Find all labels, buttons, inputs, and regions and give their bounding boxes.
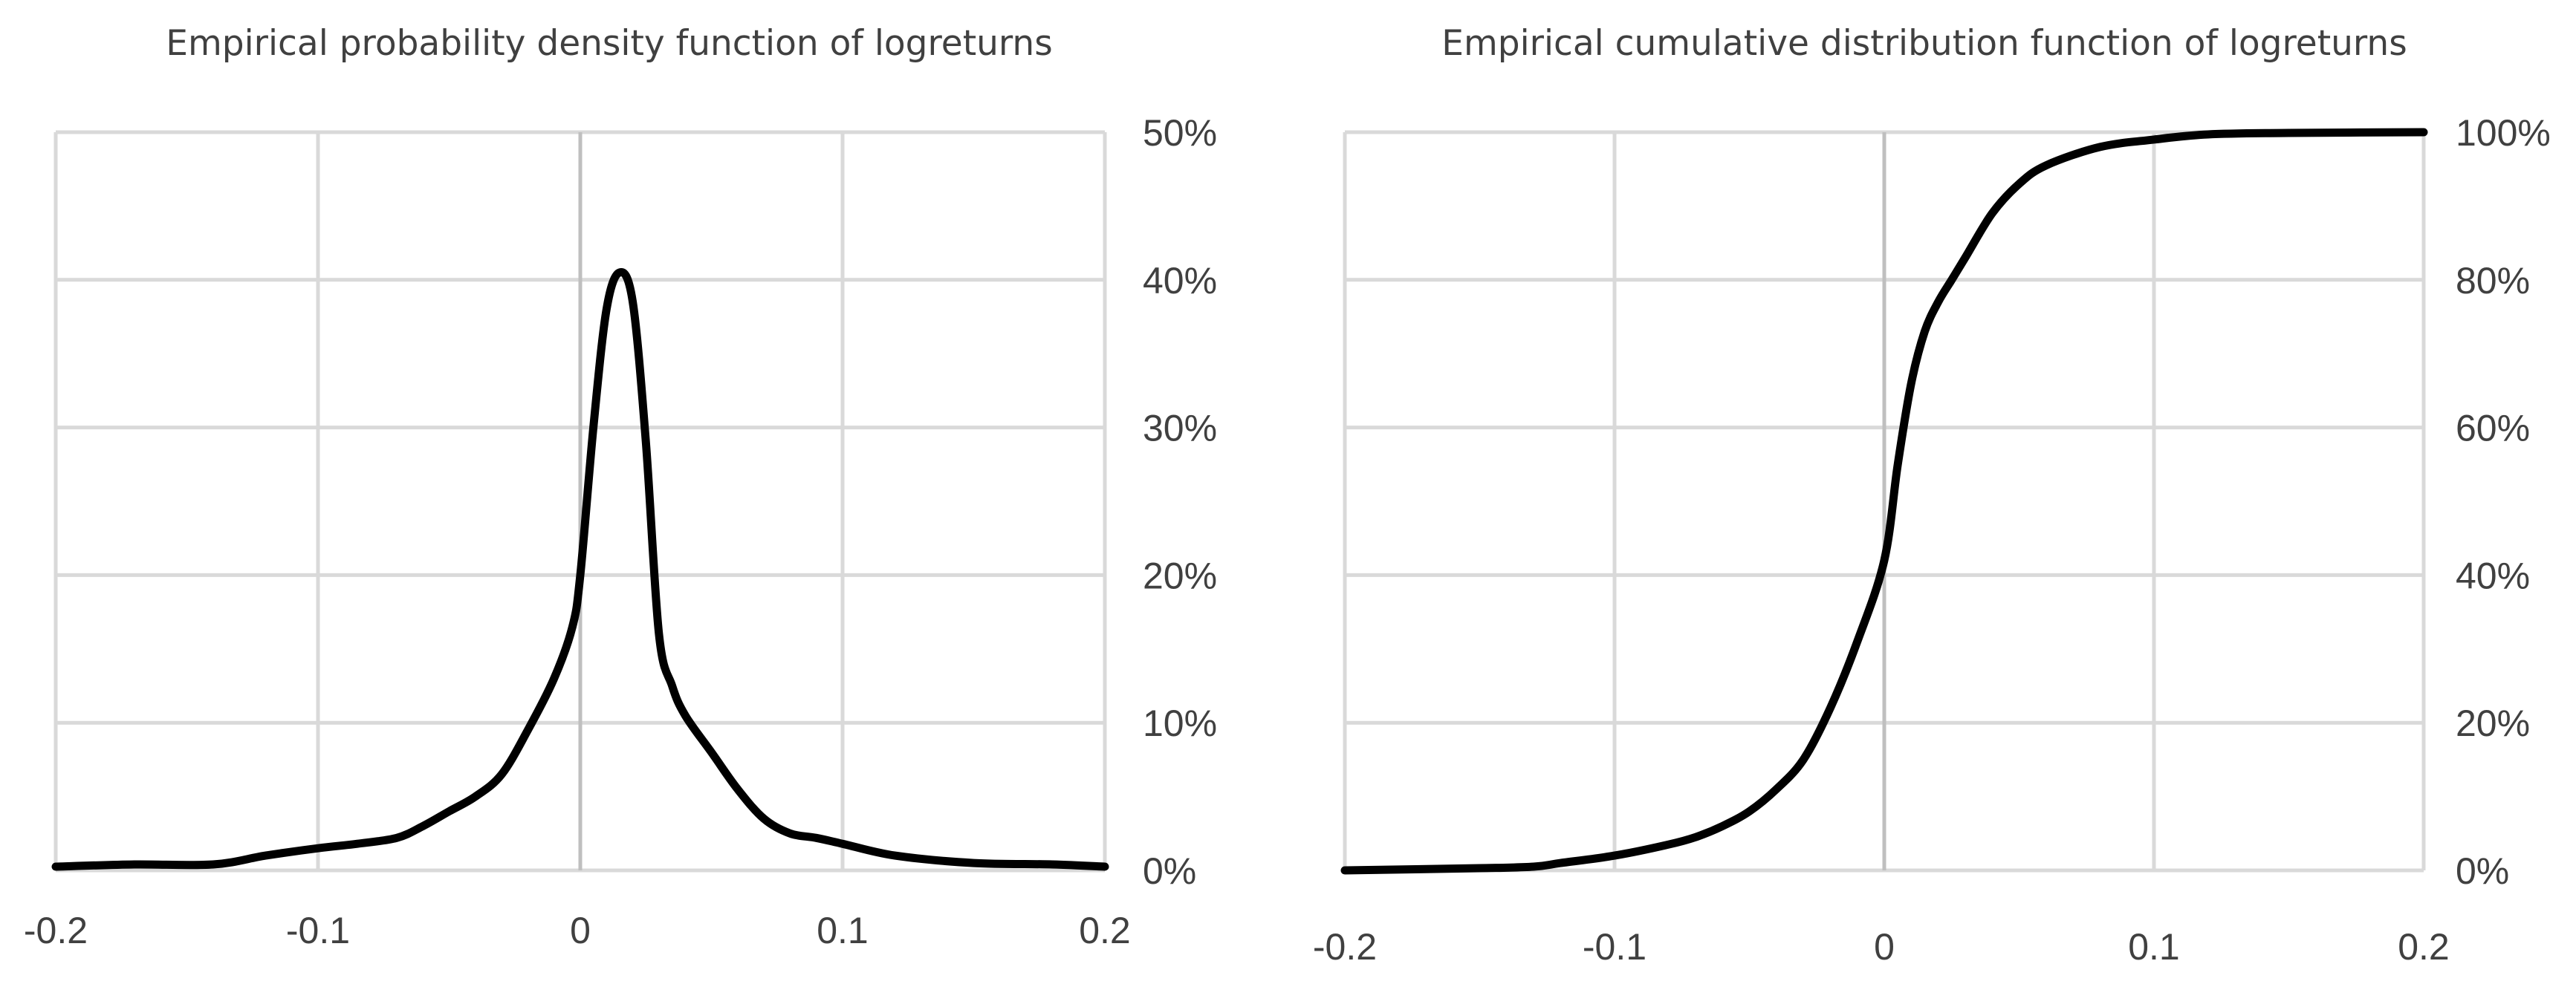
- x-tick-label: -0.2: [24, 910, 88, 951]
- y-tick-label: 40%: [1143, 260, 1217, 302]
- x-tick-label: -0.1: [1583, 926, 1647, 968]
- y-tick-label: 20%: [1143, 555, 1217, 596]
- cdf-chart: Empirical cumulative distribution functi…: [1313, 23, 2551, 968]
- y-tick-label: 30%: [1143, 408, 1217, 449]
- series-line: [51, 268, 1109, 871]
- x-tick-label: 0.2: [1079, 910, 1131, 951]
- y-tick-label: 0%: [1143, 850, 1196, 892]
- x-tick-label: 0.2: [2398, 926, 2450, 968]
- y-tick-label: 50%: [1143, 112, 1217, 154]
- y-tick-label: 0%: [2456, 850, 2509, 892]
- x-tick-label: 0: [1874, 926, 1895, 968]
- y-tick-label: 40%: [2456, 555, 2530, 596]
- y-tick-label: 80%: [2456, 260, 2530, 302]
- x-tick-label: -0.1: [286, 910, 350, 951]
- x-tick-label: 0: [570, 910, 591, 951]
- y-tick-label: 100%: [2456, 112, 2551, 154]
- y-tick-label: 20%: [2456, 703, 2530, 744]
- x-tick-label: 0.1: [2128, 926, 2180, 968]
- y-tick-label: 10%: [1143, 703, 1217, 744]
- y-tick-label: 60%: [2456, 408, 2530, 449]
- pdf-chart: Empirical probability density function o…: [24, 23, 1217, 951]
- chart-title: Empirical cumulative distribution functi…: [1441, 23, 2407, 64]
- x-tick-label: -0.2: [1313, 926, 1377, 968]
- x-tick-label: 0.1: [817, 910, 869, 951]
- series-line: [1340, 128, 2428, 875]
- chart-title: Empirical probability density function o…: [166, 23, 1052, 64]
